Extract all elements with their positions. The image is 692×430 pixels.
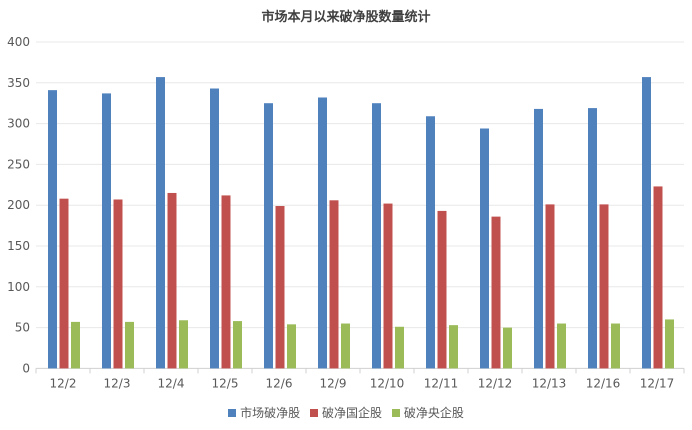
bar-2 (233, 321, 242, 369)
x-tick-label: 12/6 (266, 376, 293, 390)
bar-0 (588, 108, 597, 369)
bar-1 (437, 210, 447, 369)
bar-0 (426, 116, 435, 369)
bar-2 (71, 321, 80, 369)
y-tick-label: 100 (7, 280, 30, 294)
bar-2 (611, 323, 620, 369)
x-tick-label: 12/17 (640, 376, 675, 390)
legend-item-2: 破净央企股 (391, 404, 464, 421)
bar-2 (287, 324, 296, 369)
bar-0 (372, 103, 381, 369)
bar-2 (395, 326, 404, 369)
bar-2 (665, 319, 674, 369)
bar-0 (534, 108, 543, 369)
x-tick-label: 12/9 (320, 376, 347, 390)
bar-2 (341, 323, 350, 369)
bar-1 (167, 192, 177, 369)
bar-0 (210, 88, 219, 369)
y-tick-label: 0 (22, 361, 30, 375)
bar-2 (179, 320, 188, 369)
x-tick-label: 12/2 (50, 376, 77, 390)
bar-0 (156, 77, 165, 369)
legend-item-1: 破净国企股 (309, 404, 382, 421)
bar-0 (264, 103, 273, 369)
bar-2 (125, 321, 134, 369)
legend-label-2: 破净央企股 (403, 406, 464, 420)
x-tick-label: 12/16 (586, 376, 621, 390)
legend-swatch-1 (309, 409, 318, 417)
x-tick-label: 12/5 (212, 376, 239, 390)
bar-1 (383, 203, 393, 369)
chart-title: 市场本月以来破净股数量统计 (261, 10, 431, 25)
y-tick-label: 200 (7, 198, 30, 212)
bar-2 (557, 323, 566, 369)
x-tick-label: 12/13 (532, 376, 567, 390)
bar-0 (48, 90, 57, 369)
x-tick-label: 12/11 (424, 376, 459, 390)
x-tick-label: 12/12 (478, 376, 513, 390)
bar-1 (599, 204, 609, 369)
bar-2 (449, 325, 458, 369)
legend-swatch-0 (228, 409, 237, 417)
bar-1 (113, 199, 123, 369)
bar-1 (653, 186, 663, 369)
bar-1 (545, 204, 555, 369)
legend: 市场破净股 破净国企股 破净央企股 (0, 404, 692, 421)
x-tick-label: 12/4 (158, 376, 185, 390)
legend-swatch-2 (391, 409, 400, 417)
y-tick-label: 50 (15, 321, 30, 335)
bar-0 (642, 77, 651, 369)
legend-label-0: 市场破净股 (240, 406, 301, 420)
bar-2 (503, 327, 512, 369)
y-tick-label: 250 (7, 157, 30, 171)
bar-1 (221, 195, 231, 369)
bar-0 (102, 93, 111, 369)
legend-label-1: 破净国企股 (321, 406, 382, 420)
bar-1 (275, 206, 285, 369)
y-tick-label: 350 (7, 76, 30, 90)
bar-1 (491, 216, 501, 369)
legend-item-0: 市场破净股 (228, 404, 300, 421)
x-tick-label: 12/10 (370, 376, 405, 390)
bar-0 (480, 128, 489, 369)
bar-1 (59, 198, 69, 369)
bar-1 (329, 200, 339, 369)
y-tick-label: 150 (7, 239, 30, 253)
bar-0 (318, 97, 327, 369)
y-tick-label: 300 (7, 117, 30, 131)
y-tick-label: 400 (7, 35, 30, 49)
x-tick-label: 12/3 (104, 376, 131, 390)
